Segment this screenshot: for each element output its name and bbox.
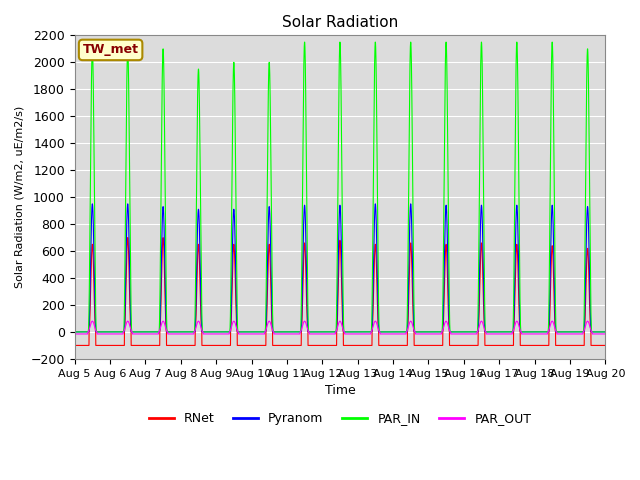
PAR_OUT <box>470 331 477 337</box>
Y-axis label: Solar Radiation (W/m2, uE/m2/s): Solar Radiation (W/m2, uE/m2/s) <box>15 106 25 288</box>
RNet <box>470 343 477 348</box>
RNet <box>504 343 512 348</box>
PAR_IN <box>71 329 79 335</box>
RNet <box>410 320 417 326</box>
PAR_IN <box>410 253 417 259</box>
Legend: RNet, Pyranom, PAR_IN, PAR_OUT: RNet, Pyranom, PAR_IN, PAR_OUT <box>143 407 536 430</box>
Pyranom <box>504 329 512 335</box>
Pyranom <box>470 329 477 335</box>
PAR_OUT <box>99 331 106 337</box>
RNet <box>124 235 132 240</box>
PAR_IN <box>602 329 609 335</box>
Pyranom <box>88 201 96 207</box>
PAR_OUT <box>504 331 512 337</box>
PAR_IN <box>484 329 492 335</box>
PAR_OUT <box>497 331 505 337</box>
PAR_OUT <box>484 331 492 337</box>
Pyranom <box>410 306 417 312</box>
X-axis label: Time: Time <box>324 384 355 397</box>
PAR_OUT <box>88 318 96 324</box>
PAR_OUT <box>602 331 609 337</box>
RNet <box>99 343 106 348</box>
Text: TW_met: TW_met <box>83 43 139 57</box>
Pyranom <box>484 329 492 335</box>
Line: PAR_IN: PAR_IN <box>75 42 605 332</box>
Pyranom <box>602 329 609 335</box>
Pyranom <box>99 329 106 335</box>
PAR_IN <box>504 329 512 335</box>
PAR_IN <box>99 329 106 335</box>
Line: PAR_OUT: PAR_OUT <box>75 321 605 334</box>
Pyranom <box>497 329 505 335</box>
Line: Pyranom: Pyranom <box>75 204 605 332</box>
Pyranom <box>71 329 79 335</box>
RNet <box>602 343 609 348</box>
RNet <box>71 343 79 348</box>
RNet <box>484 343 492 348</box>
Title: Solar Radiation: Solar Radiation <box>282 15 398 30</box>
RNet <box>497 343 505 348</box>
PAR_OUT <box>71 331 79 337</box>
PAR_IN <box>497 329 505 335</box>
Line: RNet: RNet <box>75 238 605 346</box>
PAR_IN <box>470 329 477 335</box>
PAR_OUT <box>410 325 417 331</box>
PAR_IN <box>301 39 308 45</box>
